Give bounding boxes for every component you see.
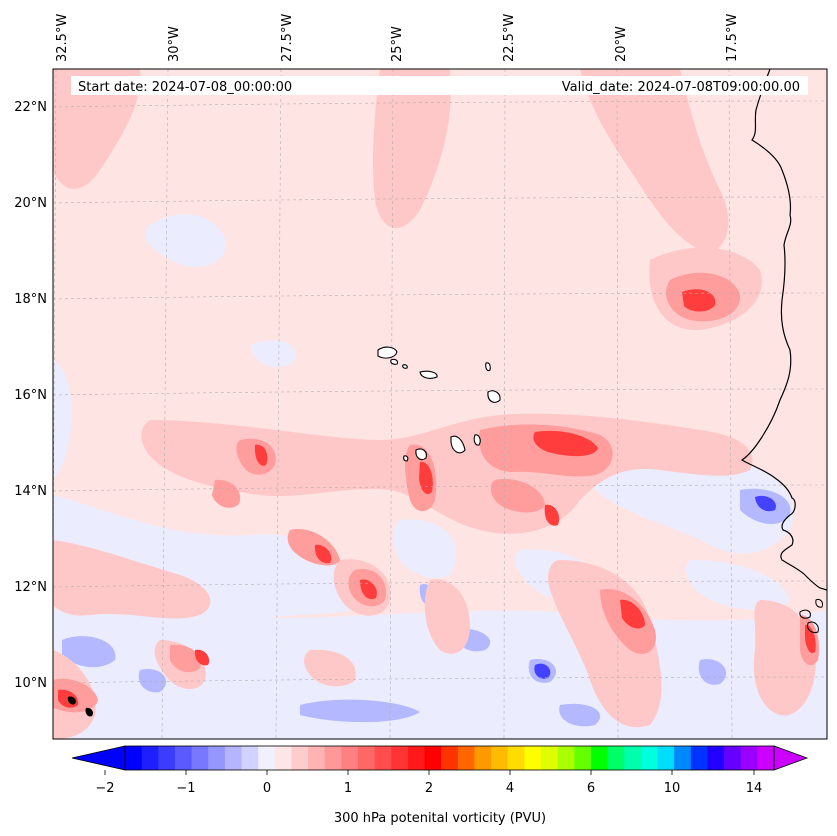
lat-tick-label: 14°N [14,484,47,499]
colorbar-segment [141,746,159,770]
colorbar-segment [657,746,675,770]
colorbar-segment [624,746,642,770]
colorbar-segment [424,746,442,770]
colorbar-tick-label: 6 [587,781,595,796]
lat-tick-label: 12°N [14,580,47,595]
colorbar-segment [724,746,742,770]
map-frame [52,68,828,740]
lon-tick-labels: 32.5°W 30°W 27.5°W 25°W 22.5°W 20°W 17.5… [55,14,740,62]
colorbar-segment [208,746,226,770]
pv-field [53,69,827,739]
lat-tick-label: 20°N [14,196,47,211]
lon-tick-label: 17.5°W [725,14,740,62]
colorbar-frame [124,745,775,771]
colorbar-segment [574,746,592,770]
colorbar-segment [607,746,625,770]
lat-tick-labels: 22°N 20°N 18°N 16°N 14°N 12°N 10°N [14,100,47,691]
lon-tick-label: 27.5°W [280,14,295,62]
colorbar-segment [757,746,775,770]
start-date-label: Start date: 2024-07-08_00:00:00 [78,80,292,95]
colorbar-segment [674,746,692,770]
pv-field-pale-blue [53,214,827,739]
colorbar-segment [258,746,276,770]
colorbar-tick-label: 4 [506,781,514,796]
colorbar-segment [507,746,525,770]
gridlines [53,69,827,739]
lat-tick-label: 18°N [14,292,47,307]
colorbar-segment [524,746,542,770]
lon-tick-label: 20°W [614,26,629,62]
colorbar-tick-label: 1 [344,781,352,796]
colorbar-segment [274,746,292,770]
colorbar-segment [174,746,193,770]
colorbar-segment [324,746,342,770]
colorbar-segment [125,746,143,770]
colorbar: −2 −1 0 1 2 4 6 10 14 300 hPa potenital vorticit… [71,745,809,826]
colorbar-segment [441,746,459,770]
african-coastline [740,69,827,591]
colorbar-segment [357,746,376,770]
colorbar-tick-label: 10 [664,781,681,796]
colorbar-segment [590,746,609,770]
colorbar-segment [291,746,309,770]
colorbar-tick-label: 2 [425,781,433,796]
colorbar-segment [707,746,725,770]
colorbar-ticks: −2 −1 0 1 2 4 6 10 14 [95,770,762,796]
colorbar-segment [158,746,176,770]
lon-tick-label: 22.5°W [502,14,517,62]
pv-field-black-core [67,696,94,717]
colorbar-segment [690,746,708,770]
valid-date-label: Valid_date: 2024-07-08T09:00:00.00 [562,80,800,95]
cape-verde-islands [377,346,501,462]
lon-tick-label: 30°W [167,26,182,62]
pv-field-light-pink [53,69,816,739]
colorbar-segment [241,746,259,770]
colorbar-segment [341,746,359,770]
colorbar-segment [224,746,242,770]
colorbar-segment [491,746,509,770]
colorbar-tick-label: 14 [746,781,763,796]
lat-tick-label: 10°N [14,676,47,691]
colorbar-segment [191,746,209,770]
colorbar-tick-label: −2 [95,781,114,796]
colorbar-tick-label: −1 [176,781,195,796]
colorbar-segment [474,746,492,770]
colorbar-segment [407,746,426,770]
pv-field-red [58,289,816,708]
colorbar-extend-low [71,745,126,771]
colorbar-segment [640,746,659,770]
colorbar-tick-label: 0 [263,781,271,796]
lon-tick-label: 32.5°W [55,14,70,62]
lat-tick-label: 22°N [14,100,47,115]
colorbar-segment [740,746,758,770]
header-box [71,76,808,95]
colorbar-label: 300 hPa potenital vorticity (PVU) [334,811,546,826]
colorbar-segments [125,746,775,770]
colorbar-extend-high [773,745,809,771]
lat-tick-label: 16°N [14,388,47,403]
map-area [53,69,827,739]
colorbar-segment [391,746,409,770]
african-coast-islands [799,599,823,633]
lon-tick-label: 25°W [390,26,405,62]
colorbar-segment [457,746,475,770]
colorbar-segment [308,746,326,770]
colorbar-segment [541,746,559,770]
colorbar-segment [557,746,575,770]
colorbar-segment [374,746,392,770]
